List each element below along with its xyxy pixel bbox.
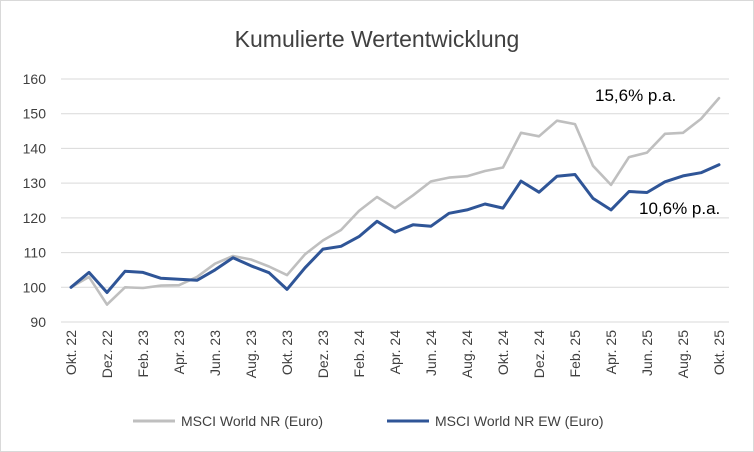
y-tick-label: 130 xyxy=(23,175,47,191)
x-tick-label: Aug. 24 xyxy=(459,330,475,378)
chart-title: Kumulierte Wertentwicklung xyxy=(235,26,520,52)
x-tick-label: Aug. 23 xyxy=(243,330,259,378)
x-tick-label: Okt. 25 xyxy=(711,330,727,375)
x-tick-label: Feb. 23 xyxy=(135,330,151,378)
y-tick-label: 140 xyxy=(23,140,47,156)
x-tick-label: Okt. 23 xyxy=(279,330,295,375)
y-tick-label: 100 xyxy=(23,279,47,295)
x-tick-label: Okt. 24 xyxy=(495,330,511,375)
x-tick-label: Feb. 25 xyxy=(567,330,583,378)
y-tick-label: 110 xyxy=(24,245,47,261)
x-tick-label: Apr. 25 xyxy=(603,330,619,375)
legend-label-msci-world-ew: MSCI World NR EW (Euro) xyxy=(435,413,604,429)
series-lines xyxy=(69,96,721,306)
x-tick-label: Okt. 22 xyxy=(63,330,79,375)
annotation-msci-world-ew: 10,6% p.a. xyxy=(639,199,720,218)
x-tick-label: Dez. 22 xyxy=(99,330,115,378)
gridlines xyxy=(61,78,729,323)
x-tick-label: Feb. 24 xyxy=(351,330,367,378)
x-tick-label: Aug. 25 xyxy=(675,330,691,378)
x-tick-label: Dez. 23 xyxy=(315,330,331,378)
x-tick-label: Jun. 25 xyxy=(639,330,655,376)
x-tick-label: Jun. 23 xyxy=(207,330,223,376)
x-tick-label: Apr. 23 xyxy=(171,330,187,375)
legend: MSCI World NR (Euro) MSCI World NR EW (E… xyxy=(133,413,604,429)
y-tick-label: 120 xyxy=(23,210,47,226)
series-line-msci-world xyxy=(69,96,721,306)
y-tick-label: 90 xyxy=(30,314,46,330)
x-tick-label: Jun. 24 xyxy=(423,330,439,376)
series-line-msci-world-ew xyxy=(69,163,721,294)
y-tick-label: 160 xyxy=(23,71,47,87)
x-axis-ticks: Okt. 22 Dez. 22 Feb. 23 Apr. 23 Jun. 23 Aug. … xyxy=(63,330,727,378)
y-tick-label: 150 xyxy=(23,106,47,122)
annotation-msci-world: 15,6% p.a. xyxy=(595,86,676,105)
legend-label-msci-world: MSCI World NR (Euro) xyxy=(181,413,323,429)
x-tick-label: Dez. 24 xyxy=(531,330,547,378)
x-tick-label: Apr. 24 xyxy=(387,330,403,375)
y-axis-ticks: 90 100 110 120 130 140 150 160 xyxy=(23,71,47,330)
